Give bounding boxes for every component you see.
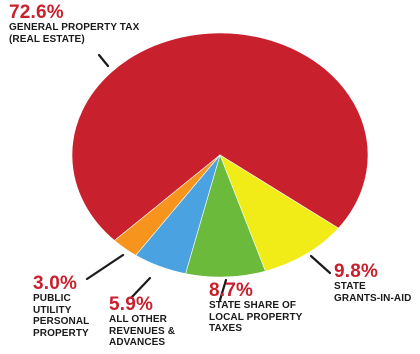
slice-category-label: PUBLIC UTILITY PERSONAL PROPERTY: [33, 293, 90, 339]
slice-label-general-property-tax: 72.6% GENERAL PROPERTY TAX (REAL ESTATE): [9, 3, 139, 45]
leader-line-all-other-revenues: [129, 276, 152, 300]
slice-value-label: 5.9%: [109, 294, 154, 315]
pie-slice-general-property-tax: [71, 32, 369, 241]
leader-line-public-utility-personal-property: [85, 253, 125, 281]
slice-value-label: 72.6%: [9, 2, 64, 23]
pie-slices: [71, 32, 369, 278]
pie-slice-state-grants-in-aid: [219, 154, 339, 272]
slice-value-label: 3.0%: [33, 273, 78, 294]
slice-value-label: 8.7%: [209, 280, 254, 301]
slice-label-state-share-local-property-taxes: 8.7% STATE SHARE OF LOCAL PROPERTY TAXES: [209, 281, 302, 335]
leader-line-general-property-tax: [97, 53, 110, 68]
slice-category-label: GENERAL PROPERTY TAX (REAL ESTATE): [9, 22, 140, 45]
slice-label-all-other-revenues: 5.9% ALL OTHER REVENUES & ADVANCES: [109, 295, 175, 349]
leader-lines: [85, 53, 332, 302]
slice-category-label: STATE SHARE OF LOCAL PROPERTY TAXES: [209, 300, 303, 334]
leader-line-state-grants-in-aid: [309, 254, 332, 275]
leader-line-state-share-local-property-taxes: [218, 278, 228, 302]
slice-category-label: ALL OTHER REVENUES & ADVANCES: [109, 314, 176, 348]
pie-slice-public-utility-personal-property: [113, 154, 221, 256]
slice-category-label: STATE GRANTS-IN-AID: [334, 281, 412, 304]
slice-value-label: 9.8%: [334, 261, 379, 282]
slice-label-state-grants-in-aid: 9.8% STATE GRANTS-IN-AID: [334, 262, 411, 304]
slice-label-public-utility-personal-property: 3.0% PUBLIC UTILITY PERSONAL PROPERTY: [33, 274, 89, 339]
